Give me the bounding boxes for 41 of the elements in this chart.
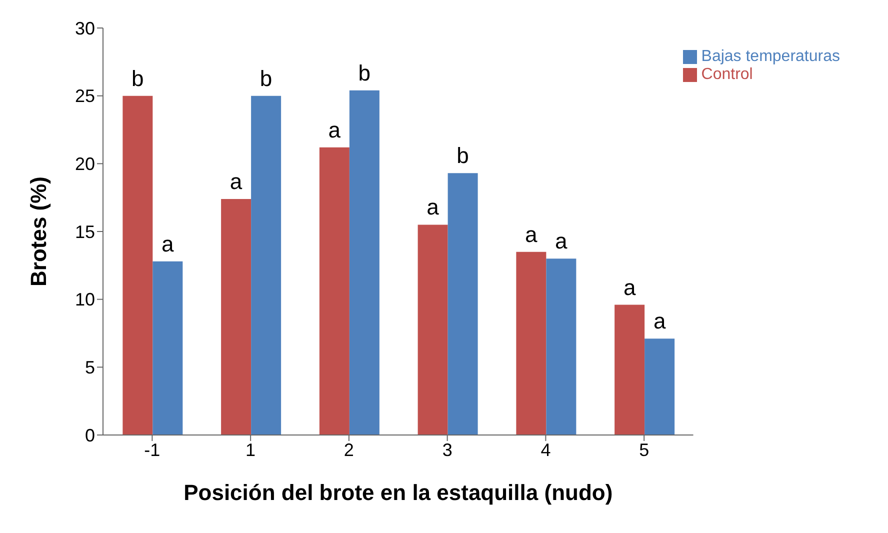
y-tick-label: 25 — [74, 86, 95, 106]
y-tick-label: 15 — [74, 222, 95, 242]
y-tick-label: 10 — [74, 290, 95, 310]
bar — [644, 338, 675, 435]
bar — [251, 96, 282, 435]
x-tick-label: 1 — [246, 440, 256, 460]
y-tick-label: 20 — [74, 154, 95, 174]
annotation: b — [456, 143, 469, 168]
legend-label: Control — [701, 66, 753, 83]
legend-label: Bajas temperaturas — [701, 48, 840, 65]
annotation: a — [162, 231, 175, 256]
bar — [319, 147, 350, 435]
bar — [152, 261, 183, 435]
annotation: b — [358, 60, 371, 86]
x-tick-label: 2 — [344, 440, 354, 460]
x-tick-label: 3 — [442, 440, 452, 460]
bar — [546, 258, 576, 435]
annotation: a — [230, 168, 243, 194]
annotation: a — [555, 228, 568, 254]
y-tick-label: 5 — [84, 358, 95, 378]
y-tick-label: 30 — [74, 18, 95, 38]
x-tick-label: 4 — [540, 440, 551, 460]
y-tick-label: 0 — [84, 425, 95, 446]
annotation: a — [426, 194, 440, 220]
annotation: b — [260, 66, 272, 91]
bar — [349, 90, 380, 435]
y-axis-title: Brotes (%) — [26, 176, 51, 287]
bar — [122, 96, 153, 435]
bar — [418, 224, 448, 435]
bar — [614, 304, 645, 435]
bar — [448, 173, 478, 435]
x-tick-label: 5 — [639, 440, 650, 460]
annotation: a — [653, 308, 666, 334]
annotation: b — [132, 66, 144, 91]
x-axis-title: Posición del brote en la estaquilla (nudo) — [184, 480, 613, 505]
x-tick-label: -1 — [144, 440, 160, 460]
bar — [516, 252, 546, 435]
bar — [221, 198, 252, 435]
annotation: a — [525, 222, 538, 247]
annotation: a — [623, 274, 636, 300]
annotation: a — [328, 117, 342, 142]
